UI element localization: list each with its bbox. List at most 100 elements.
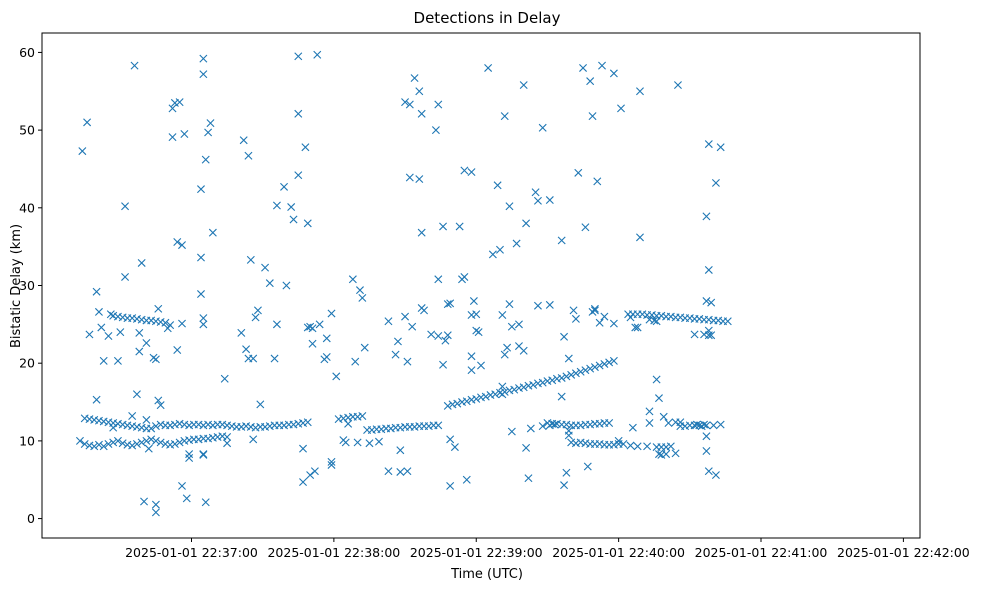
- data-point: [636, 87, 644, 96]
- data-point: [704, 140, 713, 149]
- series-track-f: [543, 419, 709, 452]
- data-point: [391, 350, 400, 359]
- data-point: [327, 309, 336, 318]
- data-point: [94, 307, 103, 316]
- data-point: [711, 471, 720, 480]
- data-point: [90, 442, 99, 451]
- data-point: [652, 375, 661, 384]
- data-point: [702, 297, 711, 306]
- data-point: [491, 390, 500, 399]
- data-point: [702, 432, 711, 441]
- data-point: [147, 435, 156, 444]
- series-track-b: [75, 432, 232, 451]
- data-point: [175, 98, 184, 107]
- chart-title: Detections in Delay: [414, 9, 561, 27]
- y-tick-label: 0: [27, 511, 35, 526]
- data-point: [94, 440, 103, 449]
- data-point: [545, 196, 554, 205]
- data-point: [531, 188, 540, 197]
- data-point: [500, 350, 509, 359]
- data-point: [588, 112, 597, 121]
- data-point: [619, 440, 628, 448]
- data-point: [249, 354, 258, 363]
- data-point: [590, 306, 599, 315]
- data-point: [569, 306, 578, 315]
- data-point: [197, 290, 205, 299]
- data-point: [287, 203, 296, 212]
- data-point: [545, 300, 554, 309]
- data-point: [441, 336, 450, 345]
- data-point: [327, 457, 336, 466]
- data-point: [562, 372, 571, 381]
- data-point: [147, 424, 156, 433]
- data-point: [401, 312, 410, 321]
- data-point: [446, 435, 455, 444]
- data-point: [659, 412, 668, 421]
- data-point: [408, 322, 417, 331]
- data-point: [709, 421, 718, 430]
- data-point: [707, 298, 716, 307]
- x-tick-label: 2025-01-01 22:41:00: [695, 545, 828, 560]
- data-point: [434, 275, 443, 284]
- data-point: [128, 412, 137, 421]
- data-point: [118, 439, 127, 448]
- data-point: [249, 435, 258, 444]
- data-point: [472, 326, 481, 335]
- data-point: [132, 440, 141, 448]
- data-point: [315, 320, 324, 329]
- data-point: [524, 474, 533, 483]
- data-point: [434, 100, 443, 109]
- series-clutter: [78, 50, 725, 517]
- data-point: [142, 415, 151, 424]
- data-point: [652, 317, 661, 326]
- data-point: [384, 317, 393, 326]
- data-point: [344, 419, 353, 428]
- data-point: [75, 436, 84, 445]
- data-point: [301, 143, 310, 152]
- data-point: [294, 171, 303, 180]
- data-point: [633, 442, 642, 451]
- plot-frame: [41, 32, 921, 539]
- data-point: [571, 314, 580, 323]
- data-point: [443, 331, 452, 340]
- data-point: [396, 467, 405, 476]
- x-axis: 2025-01-01 22:37:00 2025-01-01 22:38:00 20…: [125, 538, 970, 560]
- data-point: [690, 330, 699, 339]
- data-point: [609, 319, 618, 328]
- data-point: [308, 339, 317, 348]
- data-point: [85, 330, 94, 339]
- data-point: [294, 109, 303, 118]
- data-point: [617, 104, 625, 113]
- y-tick-label: 50: [19, 123, 35, 138]
- data-point: [666, 442, 675, 451]
- data-point: [151, 436, 160, 445]
- data-point: [434, 421, 443, 430]
- data-point: [503, 343, 512, 352]
- data-point: [415, 175, 424, 184]
- series-track-e: [443, 356, 618, 410]
- data-point: [384, 467, 393, 476]
- y-axis: 0 10 20 30 40 50 60: [19, 45, 42, 526]
- data-point: [654, 394, 663, 403]
- data-point: [142, 436, 151, 445]
- data-point: [526, 424, 535, 433]
- series-track-c: [109, 311, 170, 327]
- y-tick-label: 30: [19, 278, 35, 293]
- y-tick-label: 20: [19, 356, 35, 371]
- data-point: [358, 293, 367, 302]
- data-point: [175, 438, 184, 447]
- data-point: [574, 168, 583, 177]
- y-tick-label: 60: [19, 45, 35, 60]
- data-point: [313, 50, 322, 59]
- data-point: [185, 453, 194, 462]
- data-point: [365, 439, 374, 448]
- data-point: [242, 345, 251, 354]
- data-point: [557, 373, 566, 382]
- data-point: [564, 431, 573, 440]
- data-point: [477, 361, 485, 370]
- data-point: [439, 360, 448, 369]
- data-point: [605, 358, 614, 367]
- data-point: [303, 219, 312, 228]
- data-point: [272, 201, 281, 210]
- data-point: [484, 63, 493, 72]
